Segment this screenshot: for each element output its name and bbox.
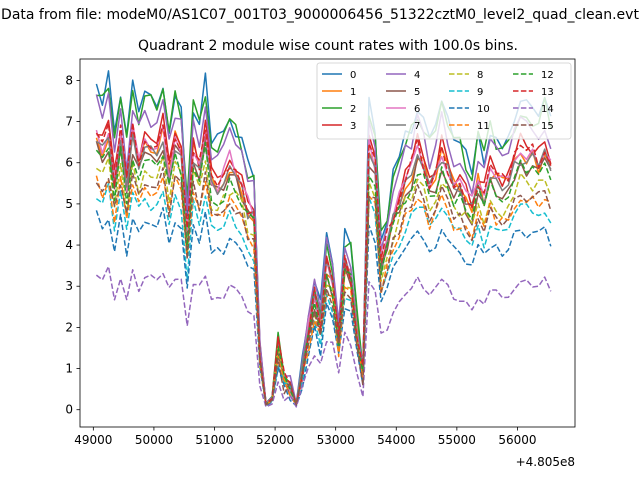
y-tick-label: 1	[65, 362, 73, 376]
legend-label-11: 11	[477, 121, 490, 132]
figure-suptitle: Data from file: modeM0/AS1C07_001T03_900…	[1, 7, 639, 23]
axes-frame	[79, 58, 576, 428]
legend-label-1: 1	[350, 87, 356, 98]
legend-label-5: 5	[414, 87, 420, 98]
y-tick-label: 0	[65, 403, 73, 417]
series-line-9	[95, 182, 552, 407]
series-line-12	[95, 141, 552, 406]
y-tick-label: 2	[65, 320, 73, 334]
legend-label-7: 7	[414, 121, 420, 132]
y-tick-label: 7	[65, 115, 73, 129]
legend-label-12: 12	[541, 70, 554, 81]
series-line-14	[95, 265, 552, 408]
legend-label-8: 8	[477, 70, 483, 81]
x-tick-label: 52000	[256, 433, 294, 447]
y-tick-label: 5	[65, 197, 73, 211]
legend-label-14: 14	[541, 104, 554, 115]
x-tick-label: 56000	[498, 433, 536, 447]
y-tick-label: 3	[65, 279, 73, 293]
x-tick-label: 49000	[74, 433, 112, 447]
legend-label-10: 10	[477, 104, 490, 115]
axes: 49000 50000 51000 52000 53000 54000 55000 56000…	[65, 58, 576, 447]
legend-label-0: 0	[350, 70, 356, 81]
chart-title: Quadrant 2 module wise count rates with …	[138, 38, 518, 54]
x-tick-label: 55000	[438, 433, 476, 447]
x-offset-label: +4.805e8	[516, 455, 575, 469]
x-tick-label: 50000	[135, 433, 173, 447]
x-tick-label: 53000	[317, 433, 355, 447]
legend-label-4: 4	[414, 70, 420, 81]
legend-label-9: 9	[477, 87, 483, 98]
legend-label-15: 15	[541, 121, 554, 132]
x-tick-label: 54000	[377, 433, 415, 447]
legend-label-13: 13	[541, 87, 554, 98]
legend-box	[316, 62, 572, 140]
y-tick-label: 8	[65, 73, 73, 87]
series-line-4	[95, 92, 552, 405]
series-line-15	[95, 167, 552, 406]
series-lines	[95, 70, 552, 408]
series-line-13	[95, 122, 552, 405]
series-line-10	[95, 206, 552, 407]
y-tick-label: 6	[65, 156, 73, 170]
y-tick-label: 4	[65, 238, 73, 252]
x-tick-label: 51000	[195, 433, 233, 447]
legend-label-6: 6	[414, 104, 420, 115]
legend-label-3: 3	[350, 121, 356, 132]
legend-label-2: 2	[350, 104, 356, 115]
